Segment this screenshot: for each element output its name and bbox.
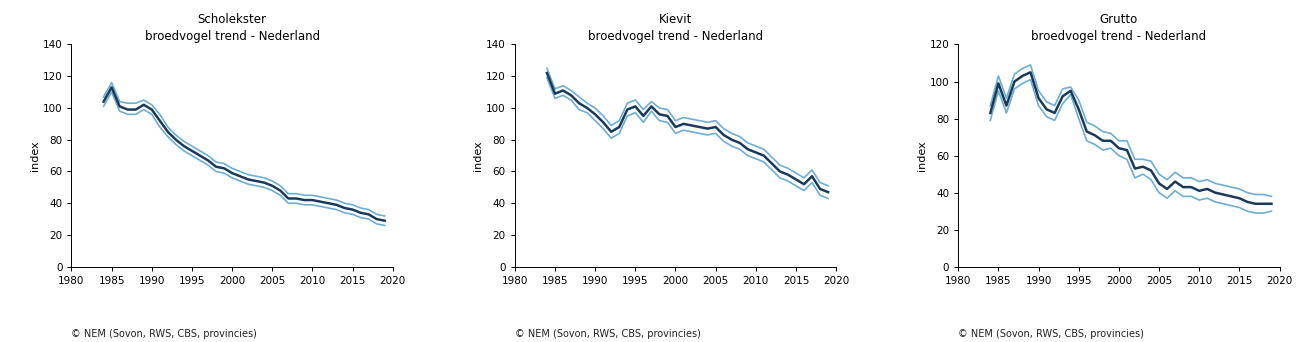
Title: Grutto
broedvogel trend - Nederland: Grutto broedvogel trend - Nederland: [1031, 13, 1207, 43]
Y-axis label: index: index: [473, 140, 483, 171]
Title: Scholekster
broedvogel trend - Nederland: Scholekster broedvogel trend - Nederland: [144, 13, 320, 43]
Y-axis label: index: index: [917, 140, 926, 171]
Text: © NEM (Sovon, RWS, CBS, provincies): © NEM (Sovon, RWS, CBS, provincies): [71, 329, 257, 339]
Y-axis label: index: index: [30, 140, 40, 171]
Title: Kievit
broedvogel trend - Nederland: Kievit broedvogel trend - Nederland: [588, 13, 763, 43]
Text: © NEM (Sovon, RWS, CBS, provincies): © NEM (Sovon, RWS, CBS, provincies): [959, 329, 1144, 339]
Text: © NEM (Sovon, RWS, CBS, provincies): © NEM (Sovon, RWS, CBS, provincies): [514, 329, 700, 339]
